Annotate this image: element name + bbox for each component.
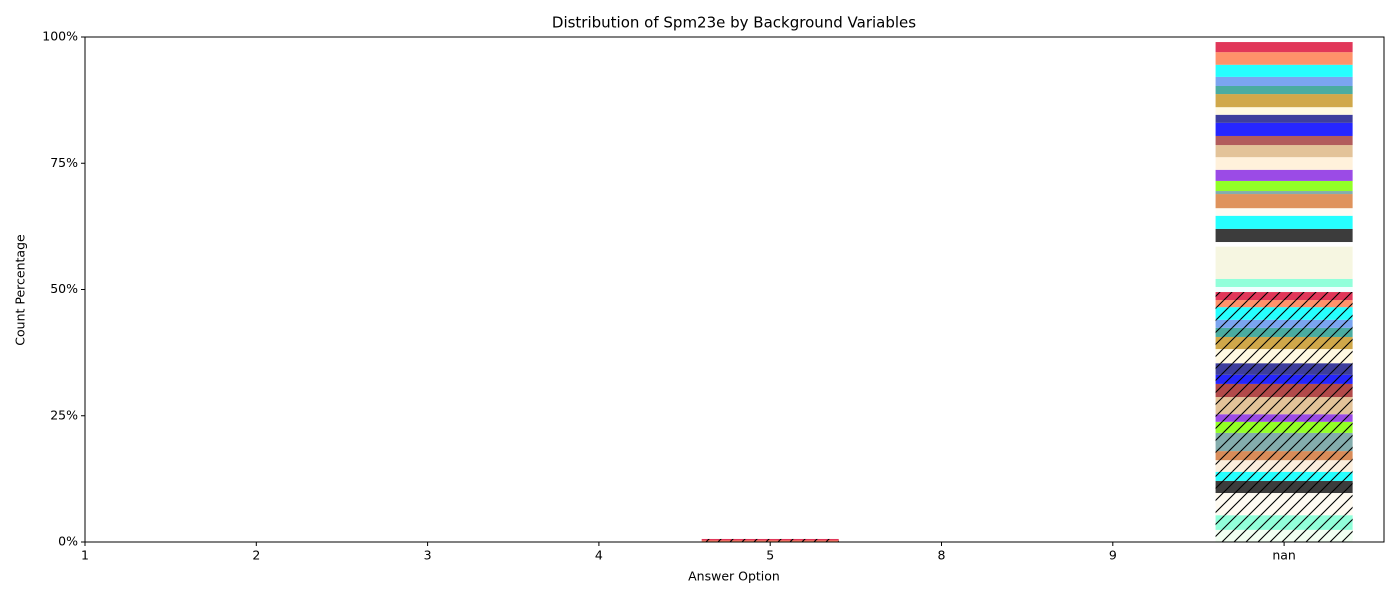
hatch [1215, 529, 1353, 542]
hatch [1215, 307, 1353, 320]
x-tick-label: 9 [1109, 548, 1117, 563]
hatch [1215, 336, 1353, 350]
hatch [701, 538, 839, 541]
hatch [1215, 421, 1353, 433]
bar-segment [1215, 180, 1353, 192]
bar-segment [1215, 122, 1353, 136]
hatch [1215, 432, 1353, 452]
hatch [1215, 480, 1353, 494]
y-axis-label: Count Percentage [13, 234, 28, 346]
bar-segment [1215, 169, 1353, 181]
bar-segment [1215, 242, 1353, 247]
hatch [1215, 383, 1353, 398]
x-axis-label: Answer Option [688, 569, 780, 584]
hatch [1215, 363, 1353, 375]
x-tick-label: nan [1272, 548, 1296, 563]
y-tick-label: 25% [50, 407, 78, 422]
hatch [1215, 349, 1353, 364]
bar-segment [1215, 107, 1353, 115]
x-tick-label: 2 [252, 548, 260, 563]
y-tick-label: 50% [50, 281, 78, 296]
bar-segment [1215, 85, 1353, 95]
hatch [1215, 300, 1353, 308]
x-tick-label: 4 [595, 548, 603, 563]
bar-segment [1215, 194, 1353, 209]
bar-segment [1215, 145, 1353, 158]
bars [701, 42, 1353, 542]
bar-segment [1215, 42, 1353, 53]
hatch [1215, 451, 1353, 461]
bar-segment [1215, 208, 1353, 216]
hatch [1215, 327, 1353, 337]
bar-segment [1215, 228, 1353, 243]
bar-segment [1215, 76, 1353, 86]
x-tick-label: 1 [81, 548, 89, 563]
hatch [1215, 397, 1353, 415]
x-tick-label: 3 [424, 548, 432, 563]
x-tick-label: 5 [766, 548, 774, 563]
bar-segment [1215, 94, 1353, 108]
bar-segment [1215, 135, 1353, 146]
hatch [701, 540, 839, 542]
hatch [1215, 414, 1353, 422]
hatch [1215, 292, 1353, 301]
hatch [1215, 460, 1353, 472]
bar-segment [1215, 114, 1353, 123]
x-tick-label: 8 [938, 548, 946, 563]
bar-segment [1215, 52, 1353, 65]
bar-segment [1215, 157, 1353, 170]
hatch [1215, 471, 1353, 481]
bar-segment [1215, 246, 1353, 279]
axes-frame [84, 36, 1385, 543]
y-tick-label: 100% [42, 29, 78, 44]
hatch [1215, 319, 1353, 328]
hatch [1215, 374, 1353, 384]
y-tick-label: 75% [50, 155, 78, 170]
bar-segment [1215, 286, 1353, 293]
chart-title: Distribution of Spm23e by Background Var… [552, 14, 916, 32]
hatch [1215, 515, 1353, 530]
bar-segment [1215, 191, 1353, 195]
bar-segment [1215, 215, 1353, 229]
bar-segment [1215, 278, 1353, 287]
hatch [1215, 493, 1353, 516]
bar-segment [1215, 64, 1353, 77]
y-tick-label: 0% [58, 534, 78, 549]
